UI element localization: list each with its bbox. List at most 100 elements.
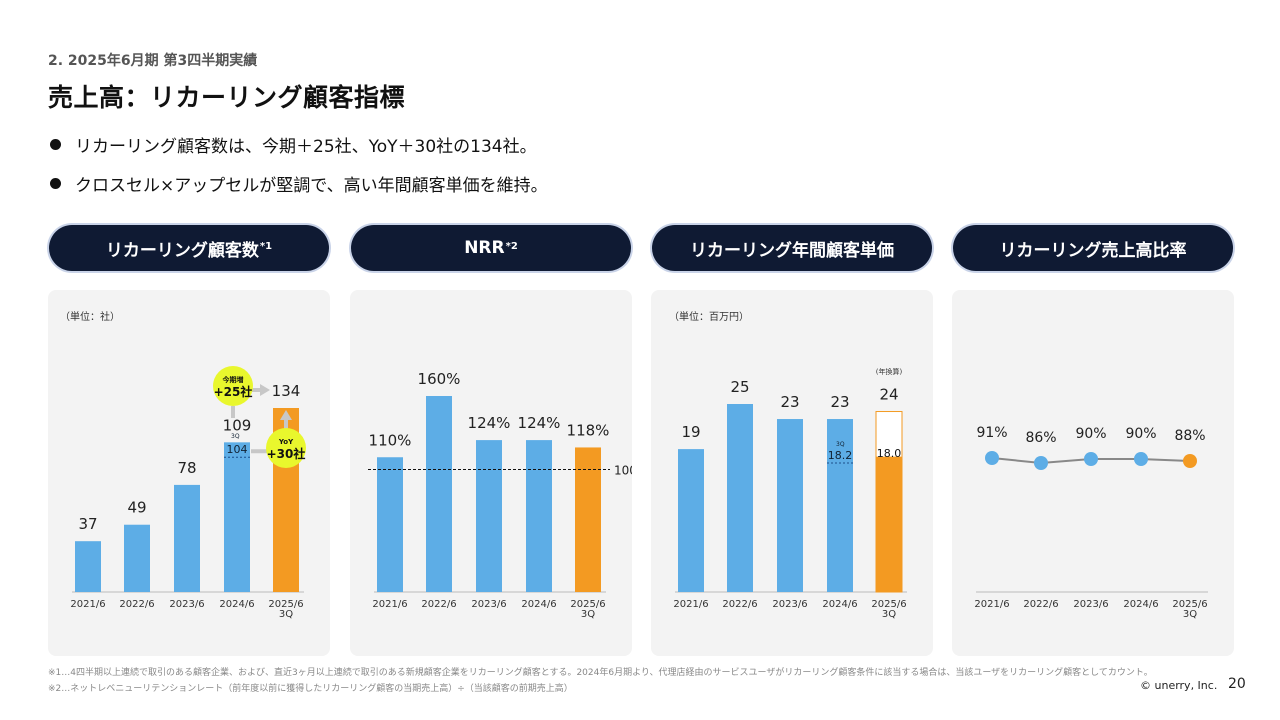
x-tick-label: 2024/6 bbox=[219, 599, 254, 610]
yoy-increase-badge bbox=[266, 428, 306, 468]
bar bbox=[727, 404, 753, 592]
badge-big-label: +25社 bbox=[214, 384, 253, 399]
x-tick-label: 2021/6 bbox=[673, 599, 708, 610]
x-tick-label: 2025/6 bbox=[268, 599, 303, 610]
marker-tag: 3Q bbox=[836, 441, 845, 448]
x-tick-label: 2023/6 bbox=[471, 599, 506, 610]
point-value-label: 86% bbox=[1025, 430, 1056, 446]
footnote-mark: *1 bbox=[259, 240, 273, 252]
badge-small-label: 今期増 bbox=[222, 375, 244, 384]
footnote-1: ※1…4四半期以上連続で取引のある顧客企業、および、直近3ヶ月以上連続で取引のあ… bbox=[48, 668, 1153, 678]
x-tick-label: 2021/6 bbox=[70, 599, 105, 610]
chart-panel-nrr: 110% 160% 124% 124% 118% 100% 2021/6 2022/6 2023… bbox=[350, 290, 632, 656]
x-tick-label: 2024/6 bbox=[1123, 599, 1158, 610]
annualized-note: (年換算) bbox=[876, 367, 903, 376]
data-point bbox=[985, 451, 999, 465]
bullet-dot-icon bbox=[50, 139, 61, 150]
x-tick-label: 2025/6 bbox=[1172, 599, 1207, 610]
bar-value-label: 49 bbox=[127, 499, 146, 517]
x-tick-label: 2021/6 bbox=[372, 599, 407, 610]
header-ratio-label: リカーリング売上高比率 bbox=[999, 240, 1187, 261]
bar-value-label: 124% bbox=[468, 414, 511, 432]
bar-value-label: 23 bbox=[830, 393, 849, 411]
x-tick-label: 2022/6 bbox=[119, 599, 154, 610]
bar-value-label: 24 bbox=[879, 386, 898, 404]
header-unit-price-label: リカーリング年間顧客単価 bbox=[690, 240, 894, 261]
bullet-text: リカーリング顧客数は、今期＋25社、YoY＋30社の134社。 bbox=[75, 137, 537, 157]
x-tick-label: 3Q bbox=[279, 609, 293, 620]
copyright: © unerry, Inc. bbox=[1140, 679, 1218, 692]
bar-value-label: 19 bbox=[681, 423, 700, 441]
quarter-increase-badge bbox=[213, 366, 253, 406]
bar bbox=[426, 396, 452, 592]
x-tick-label: 2024/6 bbox=[521, 599, 556, 610]
x-tick-label: 2021/6 bbox=[974, 599, 1009, 610]
nrr-chart: 110% 160% 124% 124% 118% 100% 2021/6 2022/6 2023… bbox=[368, 370, 632, 620]
bar bbox=[777, 419, 803, 592]
page-title: 売上高：リカーリング顧客指標 bbox=[48, 83, 406, 112]
data-point bbox=[1134, 452, 1148, 466]
bar-value-label: 124% bbox=[518, 414, 561, 432]
breadcrumb: 2. 2025年6月期 第3四半期実績 bbox=[48, 53, 258, 69]
bar bbox=[174, 484, 200, 592]
x-tick-label: 2025/6 bbox=[570, 599, 605, 610]
bar bbox=[124, 524, 150, 592]
bar-value-label: 25 bbox=[730, 378, 749, 396]
point-value-label: 88% bbox=[1174, 428, 1205, 444]
header-nrr: NRR *2 bbox=[351, 225, 631, 271]
data-point bbox=[1183, 454, 1197, 468]
growth-arrow-head-icon bbox=[280, 410, 292, 420]
marker-tag: 3Q bbox=[231, 433, 240, 440]
bar-value-label: 109 bbox=[223, 416, 252, 434]
reference-line-label: 100% bbox=[614, 464, 632, 478]
x-tick-label: 2023/6 bbox=[169, 599, 204, 610]
bar-value-label: 110% bbox=[369, 431, 412, 449]
bar bbox=[476, 440, 502, 592]
chart-panel-customers: （単位：社） 37 49 78 109 134 3Q 104 今期増 +25社 YoY +30社 202… bbox=[48, 290, 330, 656]
marker-value: 104 bbox=[227, 443, 248, 456]
bullet-item: クロスセル×アップセルが堅調で、高い年間顧客単価を維持。 bbox=[50, 171, 548, 196]
point-value-label: 91% bbox=[976, 425, 1007, 441]
bar bbox=[678, 449, 704, 592]
bar bbox=[575, 447, 601, 592]
bar bbox=[876, 456, 902, 592]
x-tick-label: 2024/6 bbox=[822, 599, 857, 610]
bar bbox=[224, 442, 250, 592]
x-tick-label: 3Q bbox=[581, 609, 595, 620]
page-number: 20 bbox=[1228, 676, 1246, 692]
header-ratio: リカーリング売上高比率 bbox=[953, 225, 1233, 271]
bullet-dot-icon bbox=[50, 178, 61, 189]
point-value-label: 90% bbox=[1125, 426, 1156, 442]
quarter-arrow-head-icon bbox=[260, 384, 270, 396]
bullet-item: リカーリング顧客数は、今期＋25社、YoY＋30社の134社。 bbox=[50, 132, 537, 157]
unit-label: （単位：百万円） bbox=[669, 310, 749, 323]
badge-big-label: +30社 bbox=[267, 446, 306, 461]
header-unit-price: リカーリング年間顧客単価 bbox=[652, 225, 932, 271]
bar-value-label: 78 bbox=[177, 459, 196, 477]
header-nrr-label: NRR bbox=[464, 238, 505, 258]
bar-value-label: 134 bbox=[272, 382, 301, 400]
bar bbox=[377, 457, 403, 592]
customers-chart: （単位：社） 37 49 78 109 134 3Q 104 今期増+25社 YoY+30社 202… bbox=[60, 310, 306, 620]
bar-value-label: 160% bbox=[418, 370, 461, 388]
bar bbox=[75, 541, 101, 592]
marker-value: 18.2 bbox=[828, 449, 853, 462]
badge-small-label: YoY bbox=[278, 438, 294, 446]
header-customers: リカーリング顧客数 *1 bbox=[49, 225, 329, 271]
chart-panel-unit-price: （単位：百万円） 19 25 23 23 24 18.0 (年換算) 3Q 18.2 2021/6 2… bbox=[651, 290, 933, 656]
data-point bbox=[1084, 452, 1098, 466]
bar-value-label: 118% bbox=[567, 421, 610, 439]
point-value-label: 90% bbox=[1075, 426, 1106, 442]
header-customers-label: リカーリング顧客数 bbox=[105, 240, 259, 261]
marker-value: 18.0 bbox=[877, 447, 902, 460]
bar bbox=[526, 440, 552, 592]
x-tick-label: 2023/6 bbox=[1073, 599, 1108, 610]
chart-panel-ratio: 91% 86% 90% 90% 88% 2021/6 2022/6 2023/6 2024/6 2… bbox=[952, 290, 1234, 656]
footnote-mark: *2 bbox=[505, 240, 518, 252]
x-tick-label: 3Q bbox=[1183, 609, 1197, 620]
bar-value-label: 23 bbox=[780, 393, 799, 411]
unit-label: （単位：社） bbox=[60, 310, 120, 323]
footnote-2: ※2…ネットレベニューリテンションレート（前年度以前に獲得したリカーリング顧客の… bbox=[48, 684, 573, 694]
x-tick-label: 2022/6 bbox=[421, 599, 456, 610]
